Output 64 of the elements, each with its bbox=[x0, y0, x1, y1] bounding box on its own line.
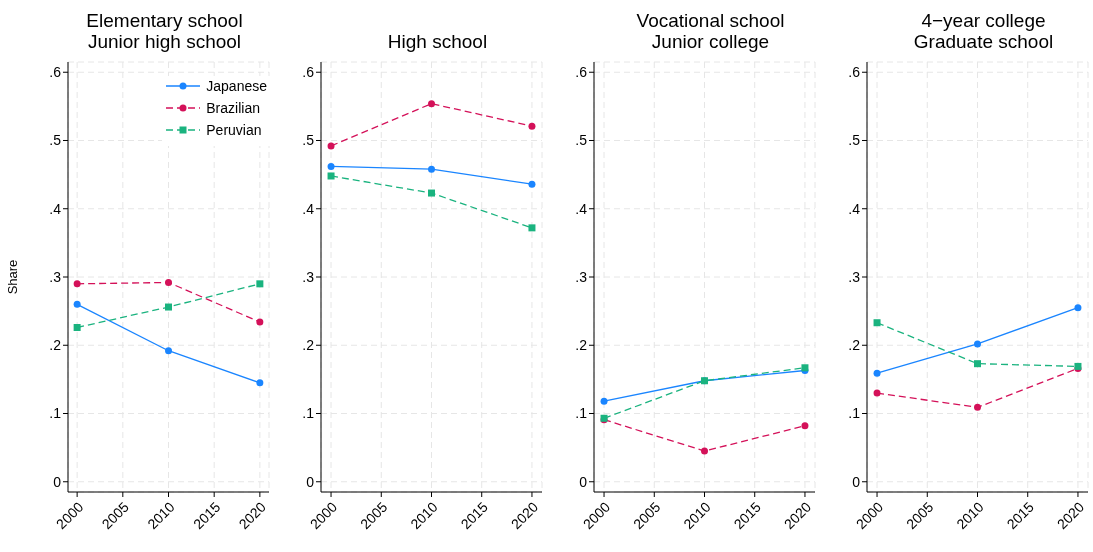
y-tick-label: .2 bbox=[302, 337, 315, 354]
point bbox=[256, 379, 264, 387]
y-tick-label: .4 bbox=[575, 200, 588, 217]
legend-label: Peruvian bbox=[206, 122, 262, 138]
chart-title: Elementary school Junior high school bbox=[85, 9, 244, 52]
point bbox=[974, 340, 981, 348]
y-tick-label: .5 bbox=[302, 132, 315, 149]
legend-label: Brazilian bbox=[206, 100, 260, 116]
point bbox=[327, 142, 335, 150]
y-tick-label: 0 bbox=[579, 473, 588, 490]
point bbox=[1074, 304, 1082, 312]
point bbox=[73, 280, 81, 288]
point bbox=[327, 172, 335, 180]
point bbox=[327, 162, 335, 170]
y-tick-label: .4 bbox=[302, 200, 315, 217]
point bbox=[428, 100, 435, 108]
y-tick-label: .1 bbox=[848, 405, 861, 422]
y-tick-label: .5 bbox=[575, 132, 588, 149]
chart-title: Vocational school Junior college bbox=[635, 9, 786, 52]
y-tick-label: .4 bbox=[848, 200, 861, 217]
y-tick-label: .6 bbox=[848, 64, 861, 81]
point bbox=[528, 122, 536, 130]
point bbox=[165, 278, 172, 286]
y-tick-label: 0 bbox=[53, 473, 62, 490]
point bbox=[428, 165, 435, 173]
y-tick-label: 0 bbox=[852, 473, 861, 490]
y-tick-label: .5 bbox=[49, 132, 62, 149]
y-tick-label: .2 bbox=[49, 337, 62, 354]
y-tick-label: .5 bbox=[848, 132, 861, 149]
point bbox=[165, 347, 172, 355]
point bbox=[73, 324, 81, 332]
chart-title: 4−year college Graduate school bbox=[912, 9, 1055, 52]
y-tick-label: .3 bbox=[848, 268, 861, 285]
legend-label: Japanese bbox=[206, 78, 267, 94]
y-tick-label: 0 bbox=[306, 473, 315, 490]
y-tick-label: .3 bbox=[575, 268, 588, 285]
y-tick-label: .1 bbox=[302, 405, 315, 422]
point bbox=[428, 189, 435, 197]
point bbox=[873, 319, 881, 327]
point bbox=[974, 403, 981, 411]
point bbox=[256, 318, 264, 326]
y-tick-label: .3 bbox=[302, 268, 315, 285]
y-axis-title: Share bbox=[4, 259, 20, 295]
point bbox=[600, 397, 608, 405]
point bbox=[873, 369, 881, 377]
y-tick-label: .6 bbox=[49, 64, 62, 81]
point bbox=[873, 389, 881, 397]
y-tick-label: .6 bbox=[575, 64, 588, 81]
y-tick-label: .2 bbox=[848, 337, 861, 354]
y-tick-label: .1 bbox=[49, 405, 62, 422]
point bbox=[73, 300, 81, 308]
point bbox=[528, 180, 536, 188]
y-tick-label: .1 bbox=[575, 405, 588, 422]
y-tick-label: .6 bbox=[302, 64, 315, 81]
point bbox=[801, 422, 809, 430]
y-tick-label: .4 bbox=[49, 200, 62, 217]
point bbox=[701, 447, 708, 455]
point bbox=[528, 224, 536, 232]
y-tick-label: .3 bbox=[49, 268, 62, 285]
chart-title: High school bbox=[386, 30, 489, 52]
point bbox=[165, 303, 172, 311]
y-tick-label: .2 bbox=[575, 337, 588, 354]
point bbox=[974, 360, 981, 368]
point bbox=[256, 280, 264, 288]
